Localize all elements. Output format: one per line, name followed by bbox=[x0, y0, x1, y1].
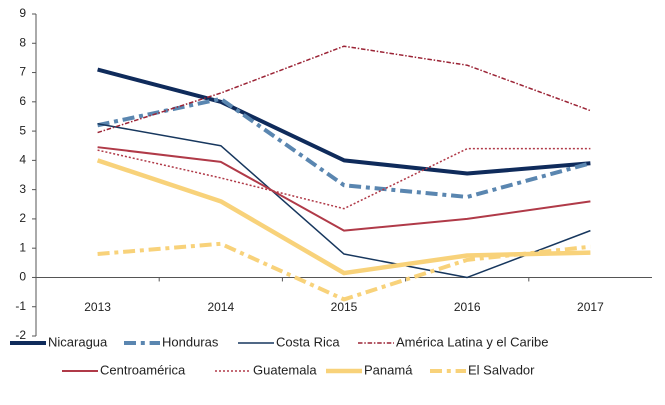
series-line bbox=[97, 96, 591, 199]
series-line bbox=[97, 241, 591, 302]
series-line bbox=[97, 45, 591, 134]
y-tick-label: -2 bbox=[15, 328, 26, 342]
y-tick-label: 8 bbox=[19, 35, 26, 49]
y-tick-label: 1 bbox=[19, 240, 26, 254]
y-tick-label: 2 bbox=[19, 211, 26, 225]
x-tick-label: 2014 bbox=[207, 300, 234, 314]
legend-label: Guatemala bbox=[253, 362, 317, 377]
x-tick-label: 2016 bbox=[454, 300, 481, 314]
y-tick-label: 6 bbox=[19, 94, 26, 108]
legend-label: Nicaragua bbox=[48, 334, 108, 349]
series-line bbox=[97, 123, 591, 279]
y-tick-label: -1 bbox=[15, 299, 26, 313]
x-tick-label: 2017 bbox=[577, 300, 604, 314]
legend-label: Centroamérica bbox=[100, 362, 186, 377]
y-tick-label: 4 bbox=[19, 153, 26, 167]
series-line bbox=[97, 147, 591, 210]
y-tick-label: 7 bbox=[19, 65, 26, 79]
legend-label: América Latina y el Caribe bbox=[396, 334, 548, 349]
legend-label: Costa Rica bbox=[276, 334, 340, 349]
y-tick-label: 3 bbox=[19, 182, 26, 196]
legend-label: El Salvador bbox=[468, 362, 535, 377]
x-tick-label: 2015 bbox=[331, 300, 358, 314]
legend-label: Honduras bbox=[162, 334, 219, 349]
x-tick-label: 2013 bbox=[84, 300, 111, 314]
series-line bbox=[97, 146, 591, 232]
y-tick-label: 5 bbox=[19, 123, 26, 137]
series-line bbox=[97, 67, 591, 176]
y-tick-label: 9 bbox=[19, 6, 26, 20]
y-tick-label: 0 bbox=[19, 270, 26, 284]
legend-label: Panamá bbox=[364, 362, 413, 377]
